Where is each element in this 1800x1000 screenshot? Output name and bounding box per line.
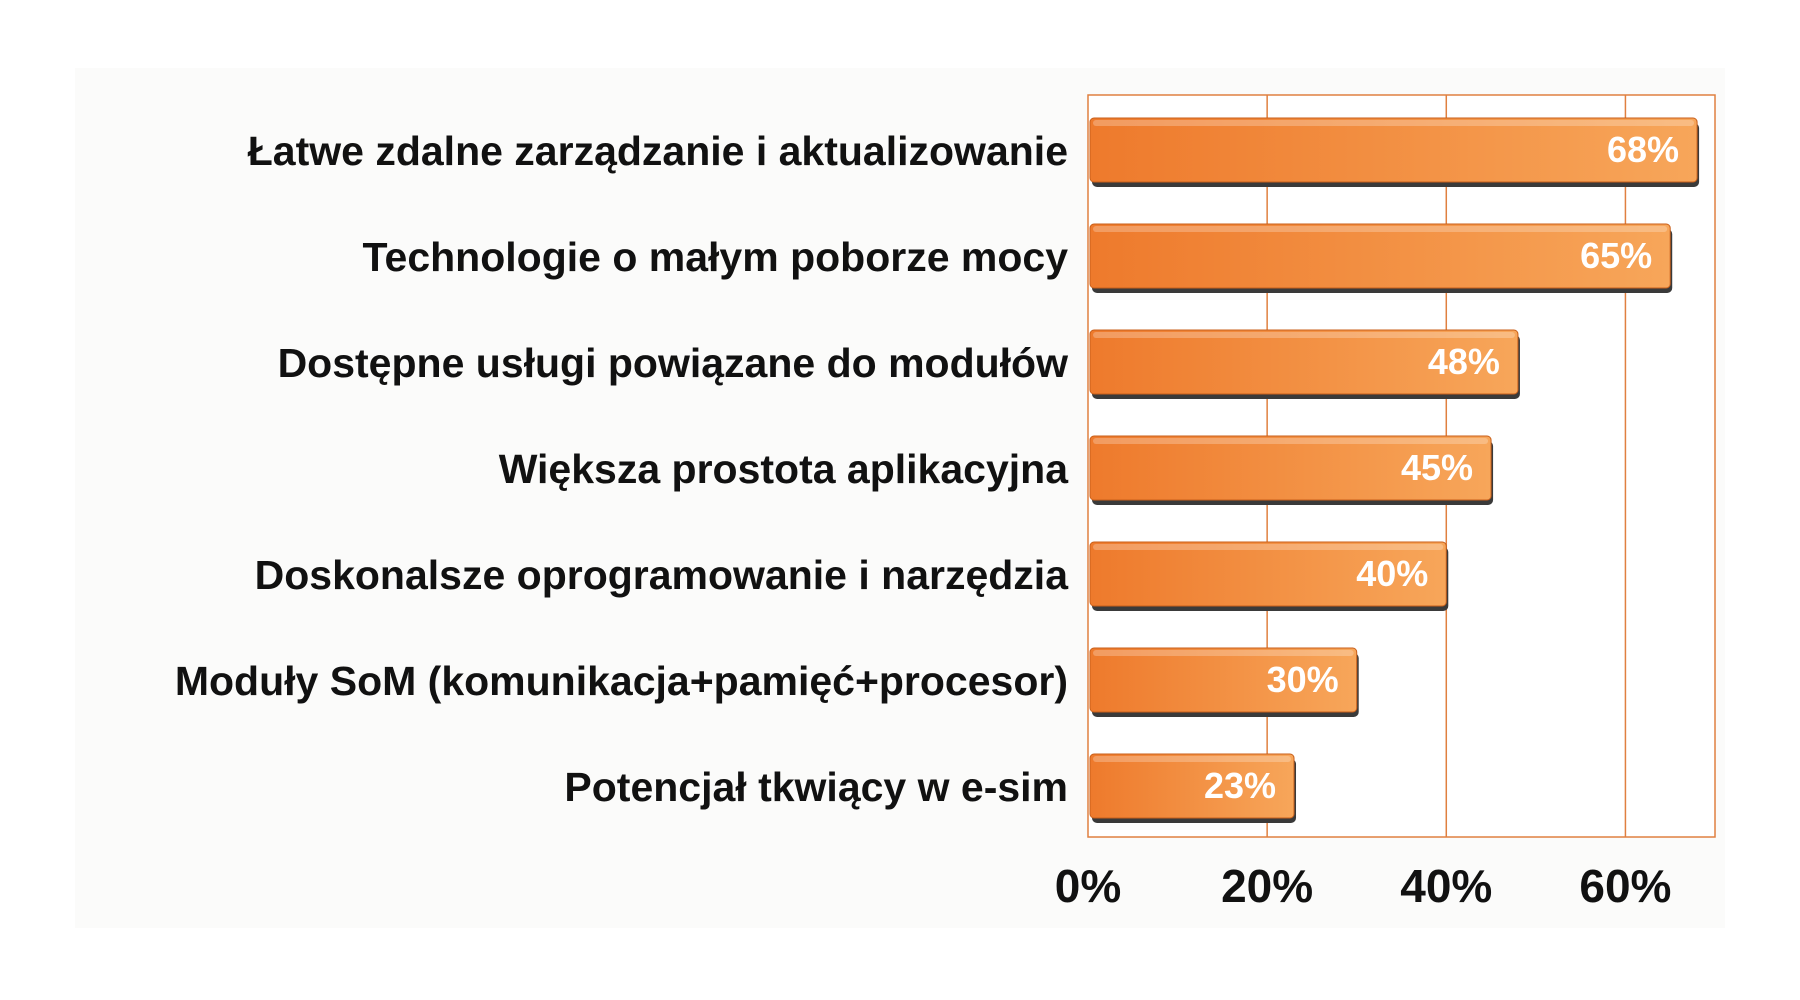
x-tick-label: 20% (1221, 860, 1313, 912)
bar-highlight (1093, 650, 1354, 656)
bar-highlight (1093, 332, 1515, 338)
x-tick-label: 0% (1055, 860, 1121, 912)
data-label: 30% (1267, 659, 1339, 700)
category-label: Moduły SoM (komunikacja+pamięć+procesor) (175, 658, 1068, 704)
bar-highlight (1093, 120, 1695, 126)
bar-highlight (1093, 544, 1444, 550)
category-labels: Łatwe zdalne zarządzanie i aktualizowani… (175, 128, 1069, 810)
bar (1089, 753, 1295, 819)
data-label: 48% (1428, 341, 1500, 382)
bar-highlight (1093, 226, 1668, 232)
bar (1089, 329, 1519, 395)
x-tick-label: 60% (1579, 860, 1671, 912)
bar (1089, 117, 1698, 183)
category-label: Doskonalsze oprogramowanie i narzędzia (255, 552, 1070, 598)
bar-highlight (1093, 438, 1489, 444)
data-label: 23% (1204, 765, 1276, 806)
x-tick-labels: 0% 20% 40% 60% (1055, 860, 1672, 912)
category-label: Technologie o małym poborze mocy (363, 234, 1069, 280)
data-label: 68% (1607, 129, 1679, 170)
data-label: 65% (1580, 235, 1652, 276)
category-label: Potencjał tkwiący w e-sim (564, 764, 1068, 810)
bar (1089, 541, 1447, 607)
bar (1089, 435, 1492, 501)
bars (1089, 117, 1700, 823)
data-label: 45% (1401, 447, 1473, 488)
bar-highlight (1093, 756, 1292, 762)
category-label: Większa prostota aplikacyjna (499, 446, 1069, 492)
category-label: Dostępne usługi powiązane do modułów (278, 340, 1069, 386)
bar (1089, 647, 1358, 713)
value-labels: 68% 65% 48% 45% 40% 30% 23% (1204, 129, 1679, 806)
data-label: 40% (1356, 553, 1428, 594)
x-tick-label: 40% (1400, 860, 1492, 912)
category-label: Łatwe zdalne zarządzanie i aktualizowani… (248, 128, 1068, 174)
bar (1089, 223, 1671, 289)
